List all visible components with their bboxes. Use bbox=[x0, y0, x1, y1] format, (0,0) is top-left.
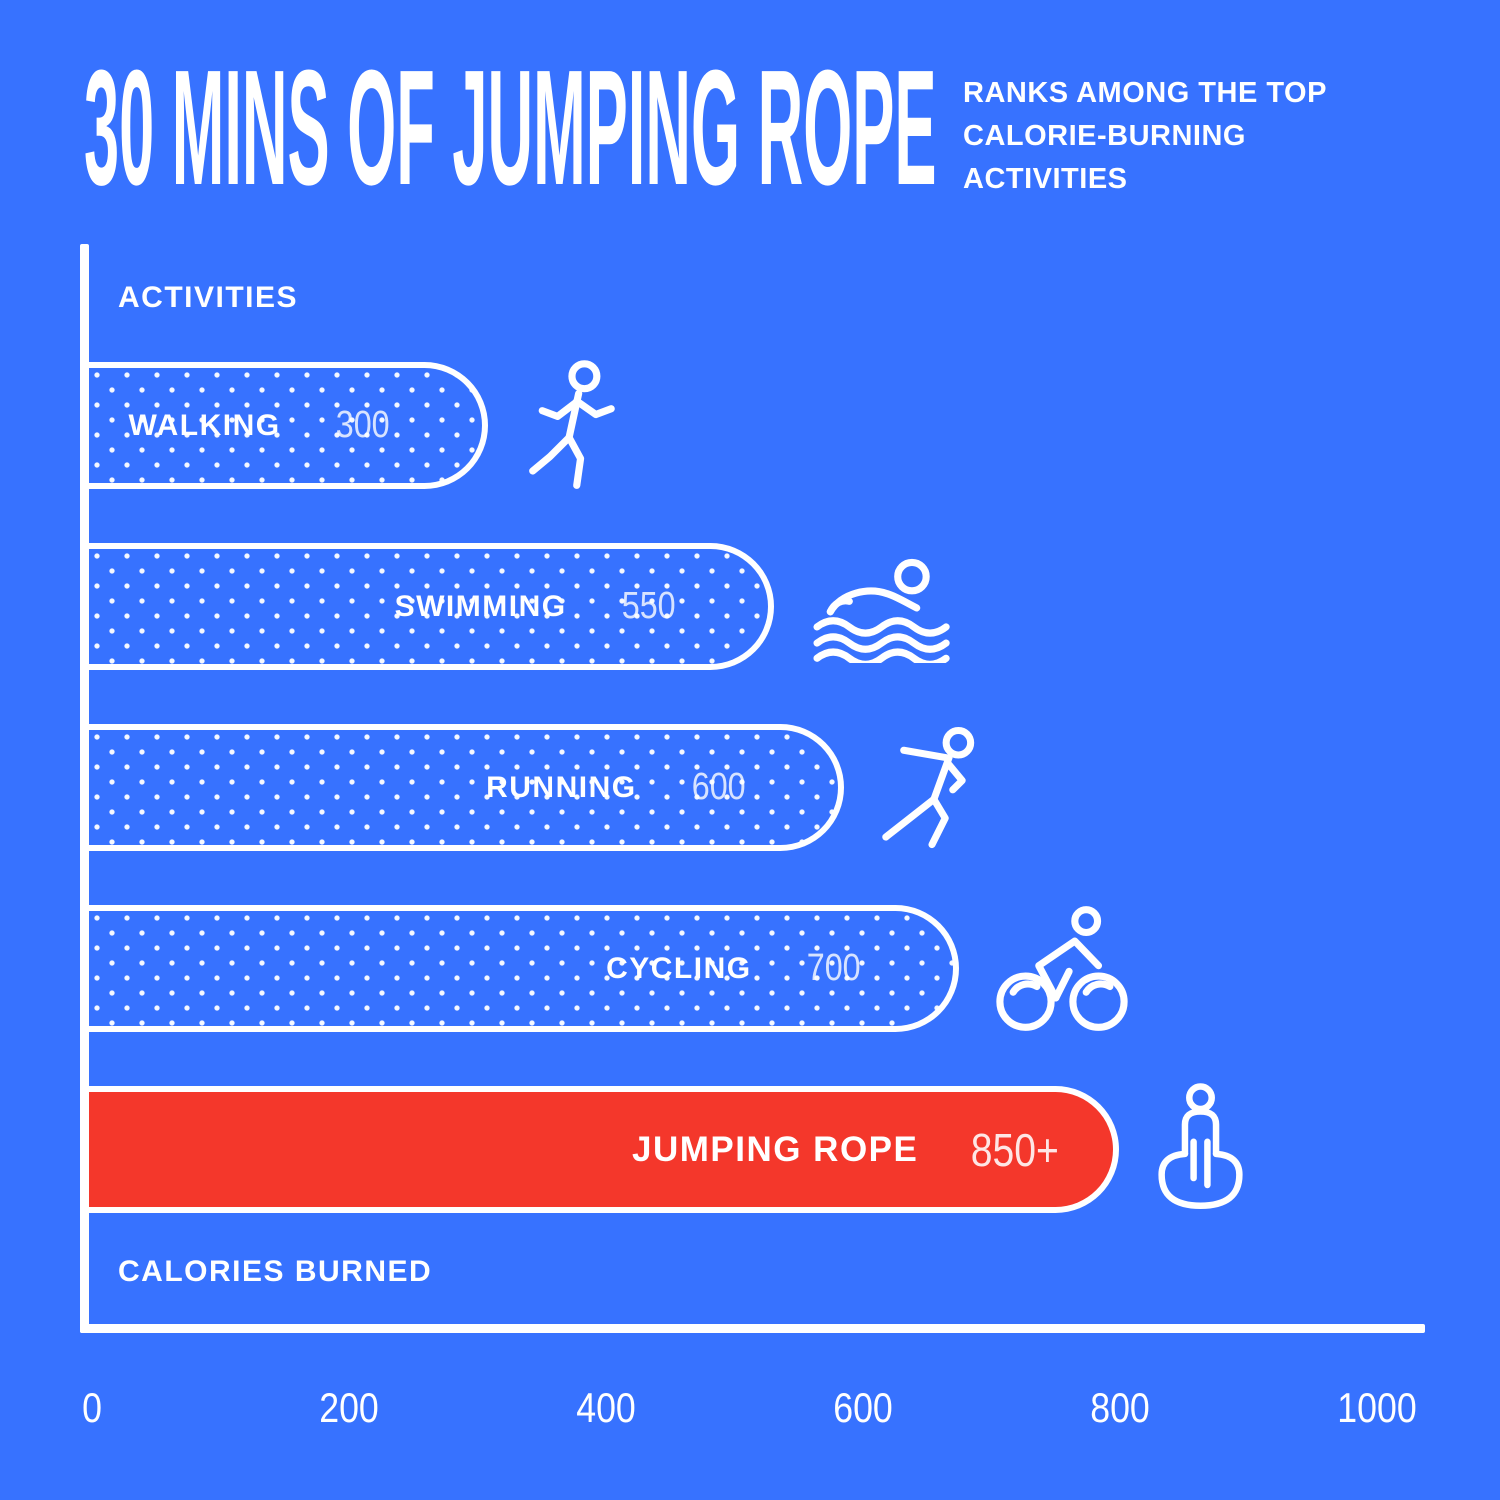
x-tick-200: 200 bbox=[319, 1384, 379, 1431]
bar-label: SWIMMING bbox=[394, 589, 567, 623]
swimmer-icon bbox=[813, 558, 950, 663]
sprinter-icon bbox=[882, 726, 975, 848]
x-tick-800: 800 bbox=[1090, 1384, 1150, 1431]
bar-label: JUMPING ROPE bbox=[631, 1129, 919, 1169]
x-axis-title: CALORIES BURNED bbox=[118, 1255, 433, 1288]
bar-value: 550 bbox=[621, 585, 676, 627]
cyclist-icon bbox=[996, 905, 1128, 1031]
bar-walking: WALKING 300 bbox=[89, 362, 488, 489]
x-tick-600: 600 bbox=[833, 1384, 893, 1431]
bar-row-swimming: SWIMMING 550 bbox=[89, 543, 1500, 670]
page-title: 30 MINS OF JUMPING ROPE bbox=[84, 36, 937, 219]
bar-label: RUNNING bbox=[486, 770, 637, 804]
bar-label: CYCLING bbox=[606, 951, 752, 985]
bar-jumping-rope: JUMPING ROPE 850+ bbox=[89, 1086, 1119, 1213]
x-axis-line bbox=[80, 1324, 1425, 1333]
subtitle-line: RANKS AMONG THE TOP bbox=[963, 77, 1327, 109]
subtitle-line: ACTIVITIES bbox=[963, 162, 1128, 195]
bar-row-jumping-rope: JUMPING ROPE 850+ bbox=[89, 1082, 1500, 1213]
bar-running: RUNNING 600 bbox=[89, 724, 844, 851]
y-axis-line bbox=[80, 244, 89, 1333]
runner-icon bbox=[529, 359, 615, 489]
bar-value: 600 bbox=[691, 766, 746, 808]
x-tick-400: 400 bbox=[576, 1384, 636, 1431]
subtitle-line: CALORIE-BURNING bbox=[963, 119, 1246, 152]
bar-value: 700 bbox=[806, 947, 861, 989]
x-tick-1000: 1000 bbox=[1337, 1384, 1417, 1431]
jump-rope-icon bbox=[1158, 1082, 1243, 1209]
bar-value: 300 bbox=[335, 404, 390, 446]
y-axis-title: ACTIVITIES bbox=[118, 281, 299, 314]
bar-cycling: CYCLING 700 bbox=[89, 905, 959, 1032]
bar-row-walking: WALKING 300 bbox=[89, 359, 1500, 489]
bar-value: 850+ bbox=[971, 1123, 1060, 1176]
bar-row-running: RUNNING 600 bbox=[89, 724, 1500, 851]
bar-label: WALKING bbox=[128, 408, 281, 442]
page-subtitle: RANKS AMONG THE TOP CALORIE-BURNING ACTI… bbox=[963, 72, 1327, 201]
bar-swimming: SWIMMING 550 bbox=[89, 543, 774, 670]
x-tick-0: 0 bbox=[82, 1384, 102, 1431]
bar-row-cycling: CYCLING 700 bbox=[89, 905, 1500, 1032]
